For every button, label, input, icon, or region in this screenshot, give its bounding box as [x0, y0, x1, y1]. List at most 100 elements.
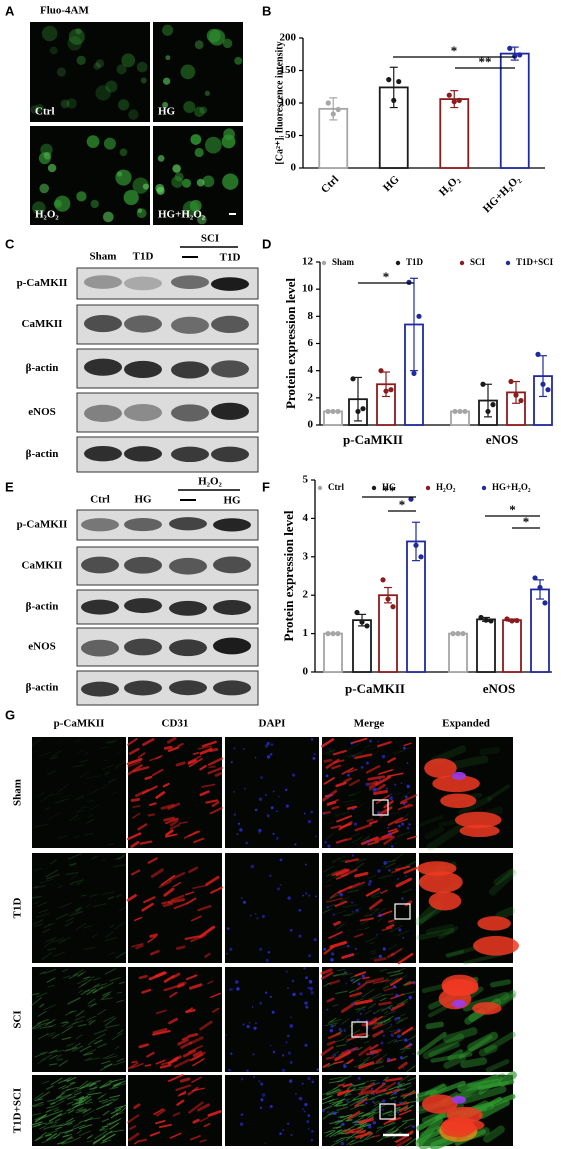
micrograph — [32, 853, 126, 963]
texture — [353, 1032, 367, 1037]
data-point — [545, 387, 551, 393]
texture — [99, 1099, 109, 1103]
texture — [430, 1052, 473, 1063]
texture — [333, 759, 345, 764]
texture — [155, 754, 163, 760]
texture — [44, 1133, 52, 1137]
data-point — [451, 99, 457, 105]
panel-letter: E — [5, 479, 14, 494]
texture — [307, 1076, 311, 1081]
blot-row-label: β-actin — [26, 682, 59, 694]
texture — [137, 752, 146, 759]
texture — [126, 894, 137, 902]
texture — [372, 1100, 375, 1104]
texture — [204, 90, 211, 97]
texture — [204, 952, 211, 958]
texture — [386, 859, 397, 863]
texture — [230, 1052, 233, 1055]
texture — [70, 879, 84, 884]
texture — [348, 881, 366, 890]
texture — [389, 925, 403, 933]
texture — [327, 796, 330, 799]
texture — [336, 1076, 347, 1083]
texture — [395, 1019, 404, 1024]
texture — [89, 1003, 97, 1008]
texture — [75, 907, 83, 912]
texture — [49, 46, 58, 55]
texture — [281, 1068, 286, 1072]
texture — [365, 887, 381, 897]
texture — [83, 925, 92, 929]
y-tick-label: 4 — [308, 364, 314, 376]
texture — [338, 855, 346, 860]
legend-marker — [321, 260, 327, 266]
texture — [81, 894, 87, 897]
texture — [400, 800, 408, 805]
texture — [289, 1024, 294, 1028]
texture — [126, 757, 143, 766]
texture — [323, 945, 335, 955]
texture — [139, 1138, 148, 1143]
texture — [42, 1080, 50, 1084]
data-point — [462, 408, 468, 415]
texture — [368, 1003, 377, 1009]
texture — [404, 1104, 414, 1112]
texture — [328, 1032, 342, 1039]
data-point — [542, 600, 548, 606]
texture — [46, 977, 56, 983]
texture — [155, 1059, 166, 1065]
texture — [192, 1058, 205, 1067]
texture — [374, 787, 378, 792]
texture — [102, 991, 111, 996]
texture — [455, 1073, 499, 1101]
texture — [326, 878, 333, 883]
texture — [117, 853, 126, 860]
texture — [394, 752, 401, 755]
texture — [58, 1112, 67, 1117]
texture — [39, 878, 54, 884]
texture — [369, 1079, 377, 1082]
texture — [325, 1056, 335, 1060]
texture — [329, 1100, 342, 1104]
texture — [131, 943, 144, 948]
texture — [397, 1017, 409, 1022]
texture — [199, 747, 213, 755]
texture — [375, 775, 392, 786]
texture — [358, 1062, 366, 1066]
texture — [116, 1058, 125, 1063]
texture — [233, 813, 237, 816]
texture — [101, 1139, 112, 1143]
data-point — [360, 406, 366, 412]
texture — [64, 1129, 73, 1135]
texture — [352, 1096, 365, 1101]
y-tick-label: 150 — [280, 64, 297, 76]
texture — [346, 944, 350, 948]
texture — [48, 922, 55, 926]
texture — [84, 1098, 92, 1104]
blot-row-label: β-actin — [26, 601, 59, 613]
texture — [308, 980, 313, 984]
texture — [333, 1060, 344, 1065]
texture — [366, 1122, 370, 1126]
texture — [69, 1010, 77, 1013]
texture — [323, 947, 327, 951]
texture — [286, 1034, 290, 1038]
texture — [100, 997, 113, 1001]
texture — [69, 1089, 82, 1096]
data-point — [509, 618, 515, 624]
blot-band — [124, 517, 162, 532]
texture — [258, 832, 261, 834]
texture — [336, 923, 345, 930]
texture — [34, 1098, 43, 1102]
texture — [313, 938, 317, 942]
texture — [324, 884, 332, 888]
texture — [86, 1080, 101, 1086]
texture — [404, 795, 408, 799]
texture — [267, 951, 271, 954]
texture — [60, 99, 70, 109]
texture — [91, 983, 100, 989]
texture — [240, 897, 243, 899]
significance-label: ** — [383, 483, 396, 498]
texture — [131, 812, 141, 819]
texture — [38, 909, 49, 914]
